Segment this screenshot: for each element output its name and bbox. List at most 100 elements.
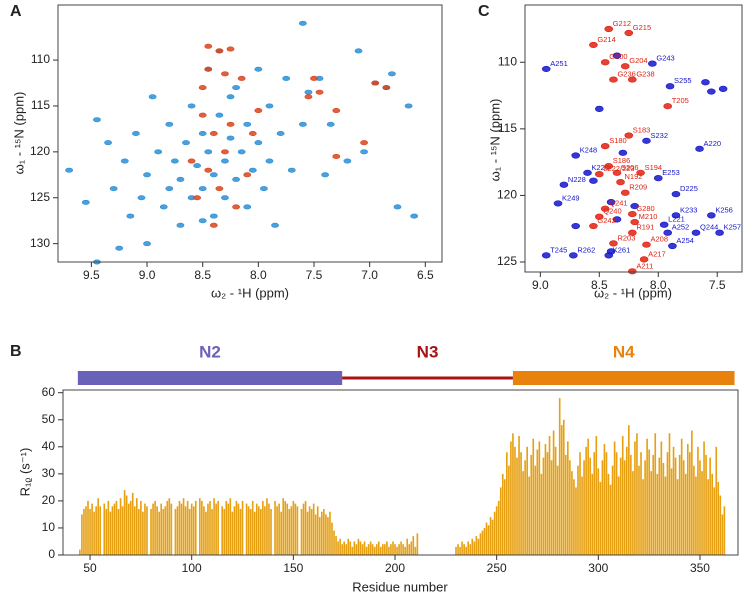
peak [243,172,252,178]
bar [264,506,266,555]
peak [360,140,368,146]
peak [165,186,174,192]
peak [648,60,657,67]
bar [215,503,217,555]
peak [628,268,637,275]
peak [600,59,610,66]
y-axis-label: ω₁ - ¹⁵N (ppm) [11,92,26,175]
bar [506,452,508,555]
peak [589,222,598,230]
bar [270,509,272,555]
x-tick-label: 9.0 [139,268,156,282]
peak-label: K257 [724,223,742,232]
bar [678,454,681,555]
bar [373,546,376,555]
peak-label: G212 [613,19,631,28]
peak-label: S206 [621,163,639,172]
bar [668,433,671,555]
bar [503,479,506,555]
bar [652,454,655,555]
bar [140,500,142,555]
panel-label: A [10,3,22,20]
peak-label: Q240 [603,207,621,216]
bar [530,454,533,555]
peak-label: T205 [672,96,689,105]
bar [715,446,718,555]
peak [221,195,229,201]
bar [656,473,659,555]
peak [198,186,207,192]
bar [630,454,632,555]
bar [361,544,364,555]
peak [609,76,618,83]
bar [213,498,215,555]
peak [559,181,569,188]
peak [182,140,190,146]
bar [396,546,398,555]
peak [204,167,213,173]
x-tick-label: 7.0 [361,268,378,282]
peak-label: K226 [592,163,610,172]
bar [353,541,356,555]
bar [190,503,193,555]
bar [109,511,112,555]
peak [642,241,651,248]
bar [351,546,354,555]
bar [684,473,687,555]
bar [695,476,697,555]
y-tick-label: 20 [42,493,56,507]
y-tick-label: 115 [31,98,50,112]
bar [371,544,374,555]
bar [221,506,224,555]
peak-label: L222/223 [603,164,634,173]
bar [199,498,201,555]
peak [187,158,196,164]
peak [298,121,307,127]
bar [672,446,675,555]
bar [556,465,559,555]
peak [360,149,368,155]
bar [510,441,512,555]
bar [253,511,256,555]
peak [120,158,129,164]
bar [235,500,238,555]
bar [231,511,234,555]
bar [691,430,693,555]
bar [455,546,457,555]
peak [618,149,628,156]
bar [99,506,102,555]
peak [209,131,218,137]
peak [604,25,614,33]
bar [414,546,417,555]
x-tick-label: 7.5 [709,278,726,292]
peak [612,52,622,59]
bar [365,546,368,555]
bar [646,438,648,555]
peak-label: Q241 [609,199,627,208]
bar [585,446,587,555]
bar [335,536,337,555]
bar [595,435,598,555]
bar [711,473,713,555]
peak [148,94,157,100]
peak-label: S183 [633,125,651,134]
peak [143,241,151,247]
peak [248,131,257,137]
peak [553,200,563,207]
bar [644,460,646,555]
bar [245,503,248,555]
bar [194,500,197,555]
bar [341,544,343,555]
bar [567,441,569,555]
peak-label: E253 [662,168,680,177]
x-tick-label: 50 [83,561,97,575]
peak-label: A217 [648,249,666,258]
peak [221,158,229,164]
bar [176,506,179,555]
peak [154,149,163,155]
peak-label: S180 [609,136,627,145]
peak [209,172,218,178]
peak [707,88,716,95]
peak [193,163,202,169]
bar [150,509,152,555]
